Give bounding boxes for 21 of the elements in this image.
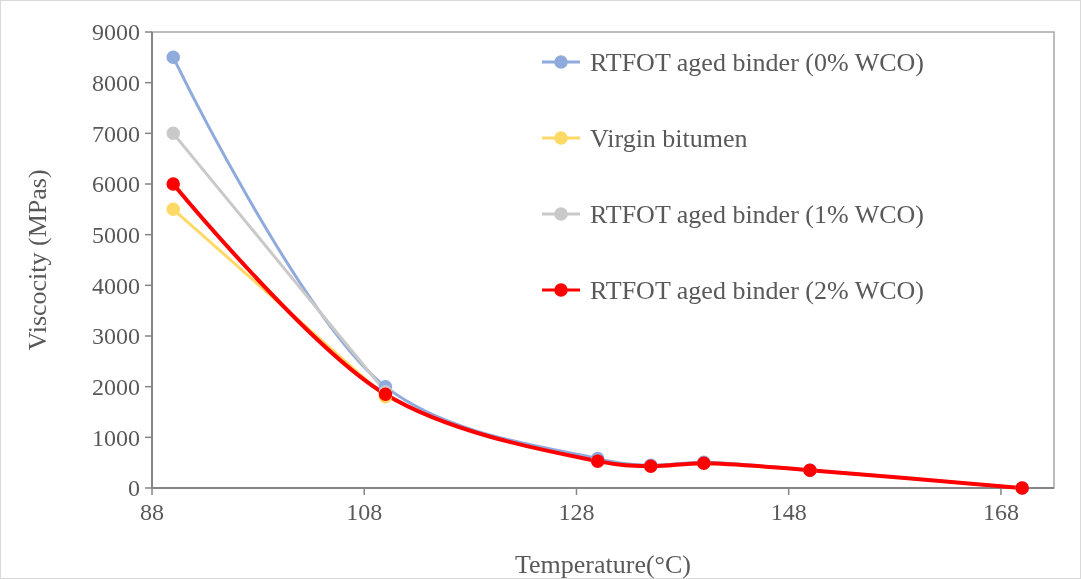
y-tick-label: 6000 <box>92 171 140 198</box>
x-axis-title: Temperature(°C) <box>514 550 692 579</box>
y-tick-label: 8000 <box>92 70 140 97</box>
legend-label: Virgin bitumen <box>590 124 748 154</box>
x-tick-label: 168 <box>982 499 1019 525</box>
y-tick-label: 0 <box>128 475 140 502</box>
x-tick-label: 88 <box>140 499 164 525</box>
y-tick-label: 9000 <box>92 19 140 46</box>
y-tick-label: 1000 <box>92 424 140 451</box>
y-tick-label: 5000 <box>92 222 140 249</box>
legend-label: RTFOT aged binder (2% WCO) <box>590 276 924 306</box>
y-tick-label: 4000 <box>92 272 140 299</box>
legend-label: RTFOT aged binder (1% WCO) <box>590 200 924 230</box>
x-tick-label: 108 <box>346 499 383 525</box>
y-tick-label: 7000 <box>92 120 140 147</box>
x-tick-label: 128 <box>558 499 595 525</box>
y-axis-title: Viscocity (MPas) <box>23 169 52 351</box>
y-tick-label: 2000 <box>92 374 140 401</box>
legend-label: RTFOT aged binder (0% WCO) <box>590 48 924 78</box>
y-tick-label: 3000 <box>92 323 140 350</box>
x-tick-label: 148 <box>770 499 807 525</box>
